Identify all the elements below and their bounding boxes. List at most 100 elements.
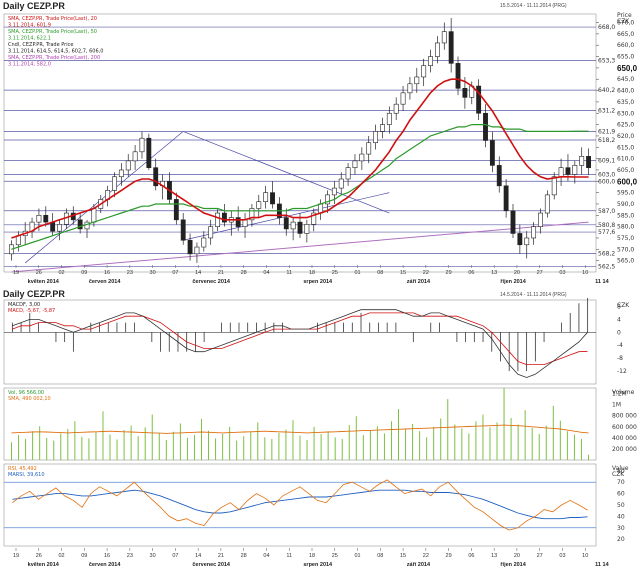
volume-tick-label: 800 000 [612, 413, 637, 420]
lower-x-axis: 19 26 02 09 16 23 30 07 14 21 28 04 11 18 25 01 08 15 22 29… [13, 548, 610, 568]
x-tick-label: 30 [150, 553, 156, 559]
volume-tick-label: 400 000 [612, 435, 637, 442]
macd-legend-entry: MACDF, 3,00 [8, 302, 40, 308]
x-tick-label: 08 [377, 270, 383, 276]
candle-body [531, 226, 537, 239]
candle-body [146, 137, 152, 168]
hline-label-bg [597, 107, 617, 115]
x-tick-label: 22 [423, 270, 429, 276]
x-tick-label: 29 [446, 553, 452, 559]
candle-body [565, 167, 571, 175]
candle-body [270, 192, 275, 205]
candle-body [393, 103, 399, 114]
price-tick-label: 600,0 [617, 177, 638, 186]
sma20-line [11, 78, 589, 239]
rsi-frame [3, 463, 597, 547]
price-tick-label: 660,0 [617, 42, 634, 49]
hline-label: 587,0 [598, 208, 615, 215]
candle-body [400, 92, 406, 105]
x-month-label: říjen 2014 [500, 562, 526, 568]
candle-body [125, 160, 131, 171]
candle-body [15, 235, 21, 246]
volume-legend-entry: Vol, 96 566,00 [8, 390, 44, 396]
volume-tick-label: 1M [612, 402, 621, 409]
hline-label: 603,0 [598, 171, 615, 178]
x-tick-label: 18 [309, 553, 315, 559]
x-month-label: květen 2014 [28, 562, 60, 568]
candle-body [242, 219, 248, 227]
x-tick-label: 11 [286, 553, 292, 559]
price-tick-label: 585,0 [617, 212, 634, 219]
rsi-tick-label: 80 [617, 468, 625, 475]
candle-body [496, 165, 502, 187]
x-tick-label: 13 [491, 270, 497, 276]
candle-body [359, 153, 365, 162]
price-axis-unit: CZK [617, 18, 630, 25]
candle-body [380, 124, 385, 132]
candle-body [139, 137, 145, 153]
candle-body [235, 217, 241, 227]
candle-body [551, 176, 557, 196]
hline-label-bg [597, 23, 617, 31]
rsi-axis-title: Value [612, 465, 629, 472]
x-tick-label: 21 [218, 270, 224, 276]
candle-body [455, 63, 461, 89]
hline-label-bg [597, 249, 617, 257]
sma200-line [11, 221, 589, 273]
marsi-line [12, 489, 588, 520]
rsi-tick-label: 40 [617, 513, 625, 520]
x-tick-label: 04 [263, 553, 269, 559]
x-month-label: červen 2014 [89, 562, 121, 568]
macd-tick-label: -12 [617, 368, 627, 375]
price-tick-label: 625,0 [617, 122, 634, 129]
candle-body [558, 167, 564, 178]
candle-body [414, 76, 420, 85]
candle-body [325, 194, 330, 205]
lower-date-range: 14.5.2014 - 11.11.2014 (PRG) [500, 292, 567, 298]
x-tick-label: 26 [36, 553, 42, 559]
x-tick-label: 16 [104, 270, 110, 276]
price-tick-label: 590,0 [617, 201, 634, 208]
x-month-label: červenec 2014 [192, 562, 231, 568]
hline-label: 609,1 [598, 158, 615, 165]
candle-body [366, 142, 372, 155]
hline-label: 668,0 [598, 24, 615, 31]
volume-pane[interactable]: 200 000 400 000 600 000 800 000 1M 1.2MVolume… [0, 386, 640, 462]
candle-body [50, 221, 56, 232]
x-month-label: červenec 2014 [192, 279, 231, 285]
x-tick-label: 06 [468, 553, 474, 559]
candle-body [118, 169, 124, 178]
x-tick-label: 23 [127, 553, 133, 559]
x-month-label: 11 14 [595, 279, 609, 285]
hline-label: 577,6 [598, 229, 615, 236]
x-month-label: 11 14 [595, 562, 609, 568]
candle-body [538, 212, 543, 227]
candle-body [112, 176, 117, 191]
x-tick-label: 15 [400, 553, 406, 559]
macd-signal-line [12, 312, 588, 365]
volume-legend-entry: SMA, 490 002,10 [8, 396, 51, 402]
price-tick-label: 615,0 [617, 144, 634, 151]
x-tick-label: 16 [104, 553, 110, 559]
candle-body [43, 215, 49, 223]
x-tick-label: 20 [514, 270, 520, 276]
x-tick-label: 10 [582, 553, 588, 559]
candle-body [352, 160, 358, 168]
price-tick-label: 565,0 [617, 258, 634, 265]
candle-body [386, 112, 392, 125]
hline-label-bg [597, 86, 617, 94]
hline-label-bg [597, 136, 617, 144]
candle-body [483, 112, 488, 141]
x-tick-label: 03 [559, 553, 565, 559]
volume-tick-label: 1.2M [612, 391, 627, 398]
price-legend-entry: 3.11.2014, 582,0 [8, 62, 51, 68]
candle-body [407, 83, 413, 94]
rsi-axis-unit: CZK [612, 471, 625, 478]
rsi-tick-label: 60 [617, 491, 625, 498]
price-tick-label: 640,0 [617, 88, 634, 95]
candle-body [153, 167, 159, 187]
x-tick-label: 06 [468, 270, 474, 276]
